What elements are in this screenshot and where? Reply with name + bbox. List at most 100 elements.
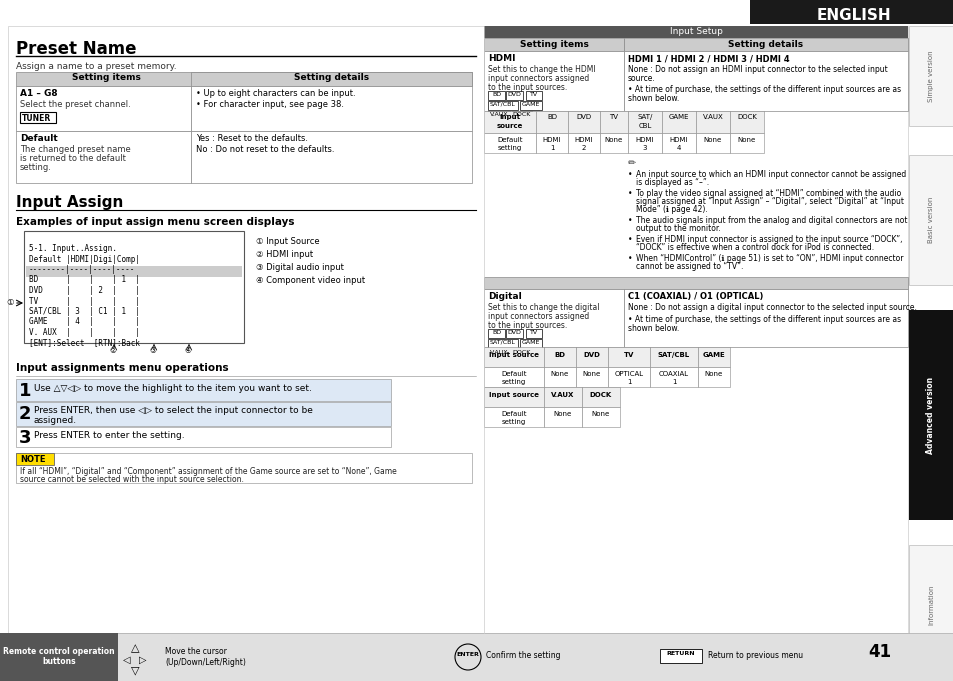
Text: BD: BD: [492, 330, 500, 335]
Bar: [512, 111, 532, 120]
Bar: [505, 329, 522, 338]
Text: 4: 4: [676, 145, 680, 151]
Text: • At time of purchase, the settings of the different input sources are as: • At time of purchase, the settings of t…: [627, 315, 901, 324]
Bar: [191, 72, 472, 86]
Text: ✏: ✏: [627, 158, 636, 168]
Text: Input source: Input source: [489, 352, 538, 358]
Text: ① Input Source: ① Input Source: [255, 237, 319, 246]
Bar: [488, 329, 504, 338]
Bar: [749, 0, 953, 24]
Text: •: •: [627, 254, 632, 263]
Text: BD: BD: [554, 352, 565, 358]
Text: is displayed as “–”.: is displayed as “–”.: [636, 178, 708, 187]
Text: --------|----|----|----: --------|----|----|----: [29, 265, 135, 274]
Bar: [661, 133, 696, 153]
Text: assigned.: assigned.: [34, 416, 77, 425]
Bar: [8, 26, 907, 633]
Text: GAME: GAME: [521, 340, 539, 345]
Text: Default: Default: [497, 137, 522, 143]
Bar: [543, 367, 576, 387]
Bar: [729, 111, 763, 133]
Bar: [576, 367, 607, 387]
Text: Assign a name to a preset memory.: Assign a name to a preset memory.: [16, 62, 176, 71]
Bar: [24, 231, 244, 343]
Bar: [536, 133, 567, 153]
Text: SAT/CBL: SAT/CBL: [658, 352, 689, 358]
Bar: [505, 91, 522, 100]
Text: ③ Digital audio input: ③ Digital audio input: [255, 263, 343, 272]
Bar: [483, 347, 543, 367]
Text: HDMI: HDMI: [669, 137, 687, 143]
Text: Move the cursor: Move the cursor: [165, 647, 227, 656]
Text: COAXIAL: COAXIAL: [659, 371, 688, 377]
Text: setting: setting: [497, 145, 521, 151]
Text: SAT/CBL: SAT/CBL: [490, 102, 516, 107]
Bar: [627, 111, 661, 133]
Text: GAME: GAME: [668, 114, 688, 120]
Bar: [627, 133, 661, 153]
Bar: [16, 86, 191, 131]
Text: ② HDMI input: ② HDMI input: [255, 250, 313, 259]
Text: source cannot be selected with the input source selection.: source cannot be selected with the input…: [20, 475, 244, 484]
Bar: [623, 289, 907, 347]
Text: To play the video signal assigned at “HDMI” combined with the audio: To play the video signal assigned at “HD…: [636, 189, 901, 198]
Text: TV: TV: [529, 330, 537, 335]
Bar: [543, 347, 576, 367]
Text: SAT/CBL: SAT/CBL: [490, 340, 516, 345]
Text: DVD: DVD: [507, 92, 521, 97]
Bar: [567, 133, 599, 153]
Text: “DOCK” is effective when a control dock for iPod is connected.: “DOCK” is effective when a control dock …: [636, 243, 873, 252]
Bar: [16, 453, 472, 483]
Text: cannot be assigned to “TV”.: cannot be assigned to “TV”.: [636, 262, 742, 271]
Bar: [16, 453, 54, 465]
Text: •: •: [627, 189, 632, 198]
Bar: [659, 649, 701, 663]
Text: V. AUX  |    |    |    |: V. AUX | | | |: [29, 328, 140, 337]
Bar: [607, 367, 649, 387]
Text: Setting items: Setting items: [519, 40, 588, 49]
Text: shown below.: shown below.: [627, 94, 679, 103]
Text: HDMI: HDMI: [488, 54, 515, 63]
Text: •: •: [627, 235, 632, 244]
Text: 2: 2: [19, 405, 31, 423]
Text: 1: 1: [19, 382, 31, 400]
Text: is returned to the default: is returned to the default: [20, 154, 126, 163]
Text: TV: TV: [623, 352, 634, 358]
Text: •: •: [627, 216, 632, 225]
Bar: [0, 633, 118, 681]
Bar: [483, 111, 536, 133]
Text: Set this to change the HDMI: Set this to change the HDMI: [488, 65, 595, 74]
Bar: [488, 91, 504, 100]
Text: input connectors assigned: input connectors assigned: [488, 312, 589, 321]
Text: BD: BD: [546, 114, 557, 120]
Bar: [519, 339, 541, 348]
Bar: [483, 407, 543, 427]
Bar: [488, 101, 517, 110]
Text: (Up/Down/Left/Right): (Up/Down/Left/Right): [165, 658, 246, 667]
Text: Return to previous menu: Return to previous menu: [707, 651, 802, 660]
Bar: [483, 367, 543, 387]
Text: TV      |    |    |    |: TV | | | |: [29, 296, 140, 306]
Bar: [483, 387, 543, 407]
Text: DVD: DVD: [507, 330, 521, 335]
Bar: [536, 111, 567, 133]
Text: source: source: [497, 123, 522, 129]
Text: △: △: [131, 643, 139, 653]
Text: DVD: DVD: [576, 114, 591, 120]
Text: None: None: [704, 371, 722, 377]
Text: 41: 41: [867, 643, 891, 661]
Text: ◁: ◁: [123, 655, 131, 665]
Text: signal assigned at “Input Assign” – “Digital”, select “Digital” at “Input: signal assigned at “Input Assign” – “Dig…: [636, 197, 903, 206]
Bar: [599, 111, 627, 133]
Text: None: None: [737, 137, 756, 143]
Text: Select the preset channel.: Select the preset channel.: [20, 100, 131, 109]
Bar: [729, 133, 763, 153]
Text: A1 – G8: A1 – G8: [20, 89, 57, 98]
Bar: [16, 72, 472, 86]
Bar: [16, 427, 391, 447]
Text: Setting items: Setting items: [71, 73, 140, 82]
Text: Advanced version: Advanced version: [925, 377, 935, 454]
Bar: [488, 339, 517, 348]
Text: V.AUX: V.AUX: [489, 112, 508, 117]
Text: None: None: [550, 371, 569, 377]
